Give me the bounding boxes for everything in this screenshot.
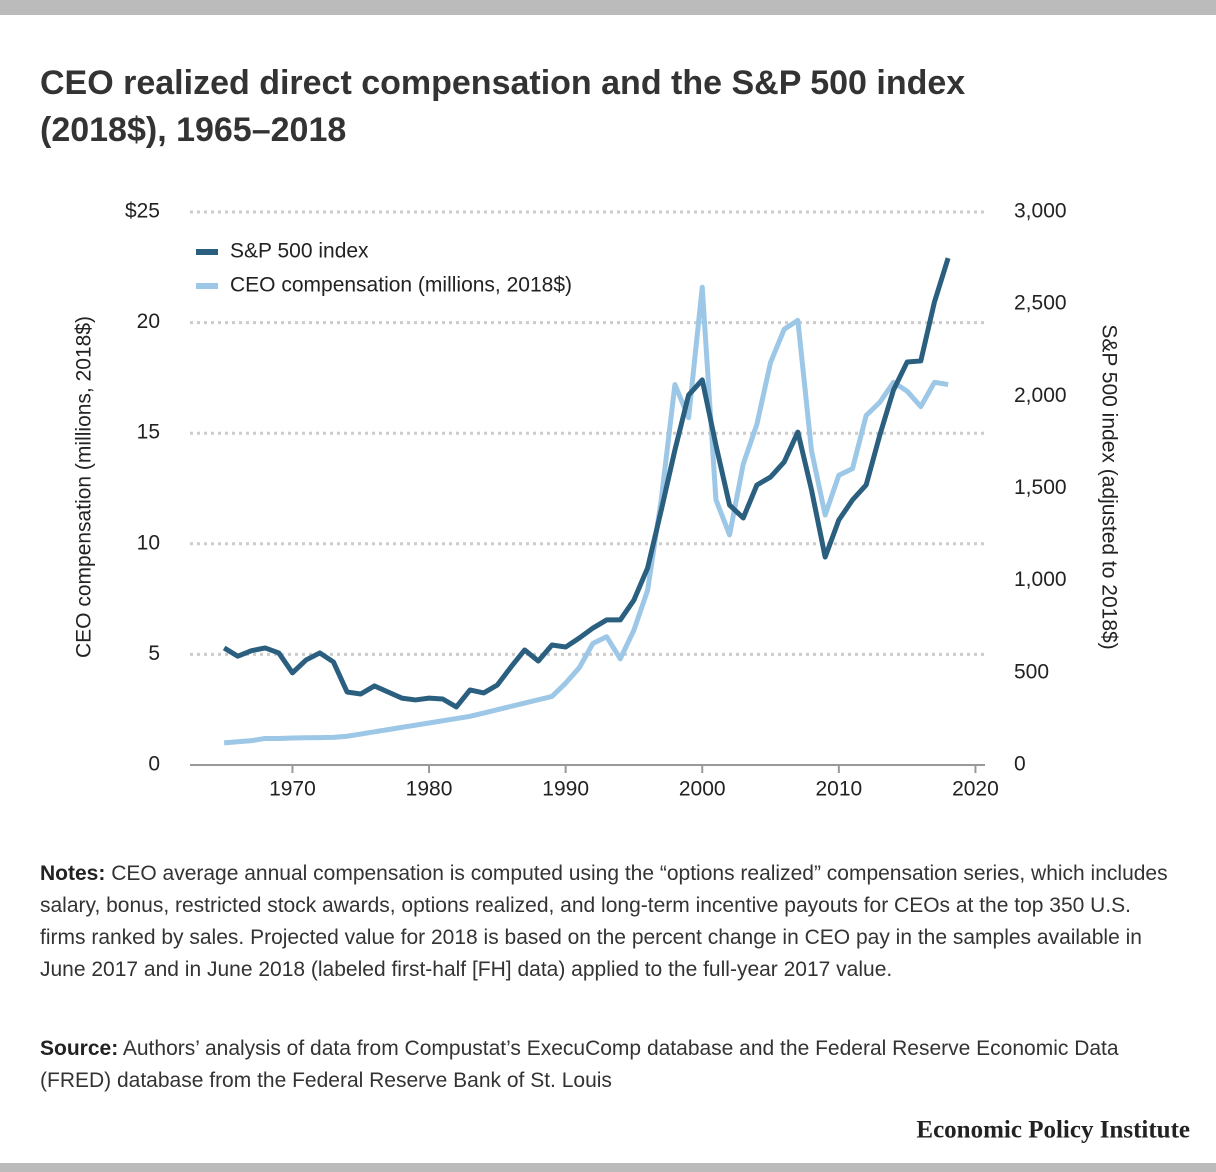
y2-tick-label: 0 xyxy=(1014,753,1026,776)
y2-tick-label: 2,000 xyxy=(1014,384,1067,407)
x-tick-label: 2000 xyxy=(679,778,726,801)
y2-tick-label: 3,000 xyxy=(1014,200,1067,223)
y2-tick-label: 1,000 xyxy=(1014,568,1067,591)
footer: Economic Policy Institute xyxy=(916,1117,1190,1144)
source-text: Authors’ analysis of data from Compustat… xyxy=(40,1037,1119,1092)
x-tick-label: 2020 xyxy=(952,778,999,801)
x-tick-label: 2010 xyxy=(815,778,862,801)
legend-label: CEO compensation (millions, 2018$) xyxy=(230,274,572,297)
notes: Notes: CEO average annual compensation i… xyxy=(40,858,1180,986)
line-series xyxy=(222,257,951,710)
source-label: Source: xyxy=(40,1037,119,1060)
source: Source: Authors’ analysis of data from C… xyxy=(40,1033,1180,1097)
y-tick-label: 15 xyxy=(137,421,160,444)
y2-tick-label: 500 xyxy=(1014,660,1049,683)
top-bar xyxy=(0,0,1216,15)
x-tick-label: 1980 xyxy=(406,778,453,801)
y-tick-label: 20 xyxy=(137,310,160,333)
y2-axis-title: S&P 500 index (adjusted to 2018$) xyxy=(1097,324,1120,649)
x-tick-label: 1990 xyxy=(542,778,589,801)
notes-text: CEO average annual compensation is compu… xyxy=(40,862,1168,981)
y-axis-title: CEO compensation (millions, 2018$) xyxy=(73,316,96,658)
y-tick-label: 5 xyxy=(148,642,160,665)
line-series xyxy=(223,284,949,746)
notes-label: Notes: xyxy=(40,862,106,885)
y-tick-label: 10 xyxy=(137,531,160,554)
legend-label: S&P 500 index xyxy=(230,240,369,263)
bottom-bar xyxy=(0,1163,1216,1172)
y2-tick-label: 2,500 xyxy=(1014,292,1067,315)
chart-title: CEO realized direct compensation and the… xyxy=(40,64,966,149)
y2-tick-label: 1,500 xyxy=(1014,476,1067,499)
y-tick-label: 0 xyxy=(148,753,160,776)
x-tick-label: 1970 xyxy=(269,778,316,801)
title-box: CEO realized direct compensation and the… xyxy=(40,64,966,149)
y-tick-label: $25 xyxy=(125,200,160,223)
